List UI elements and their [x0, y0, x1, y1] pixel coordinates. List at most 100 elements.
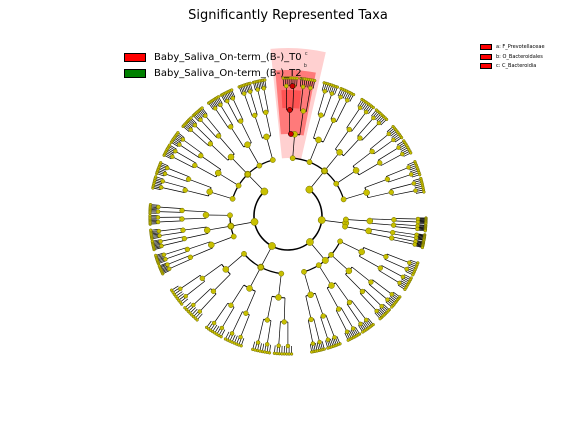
tree-node-396: [179, 216, 185, 222]
clade-key-swatch-b: [480, 54, 492, 60]
tree-node-423: [158, 185, 164, 190]
tree-node-87: [377, 160, 383, 166]
tree-node-188: [400, 274, 406, 280]
tree-node-296: [257, 264, 264, 271]
branch-152: [368, 232, 392, 239]
branch-59: [343, 137, 361, 156]
tree-node-476: [192, 122, 198, 128]
tree-node-320: [241, 250, 247, 257]
legend-swatch-t2: [124, 69, 146, 78]
branch-432: [200, 155, 221, 170]
tree-node-75: [352, 167, 360, 174]
branch-396: [247, 174, 265, 192]
branch-211: [335, 282, 350, 303]
tree-node-122: [317, 216, 326, 224]
tree-node-241: [344, 329, 350, 335]
branch-258: [283, 297, 286, 322]
tree-node-524: [247, 89, 253, 94]
tree-node-125: [366, 217, 374, 225]
tree-node-149: [365, 227, 372, 235]
branch-303: [225, 253, 245, 270]
branch-42: [336, 100, 348, 122]
tree-node-433: [185, 176, 192, 182]
branch-0: [309, 170, 325, 190]
tree-node-222: [315, 262, 322, 269]
tree-node-198: [328, 251, 334, 258]
tree-node-265: [310, 341, 316, 346]
tree-node-371: [203, 226, 211, 234]
tree-node-51: [336, 149, 343, 156]
tree-node-304: [229, 331, 235, 336]
tree-node-53: [357, 105, 363, 111]
tree-node-234: [361, 330, 365, 334]
clade-key-a: a: F_Prevotellaceae: [480, 44, 545, 50]
tree-node-319: [204, 325, 209, 330]
tree-node-82: [391, 137, 396, 143]
tree-node-200: [368, 279, 374, 285]
tree-node-259: [308, 316, 314, 323]
tree-node-443: [159, 161, 163, 165]
branch-88: [381, 153, 403, 166]
branch-117: [345, 219, 370, 222]
branch-466: [247, 144, 260, 166]
branch-420: [218, 172, 239, 186]
tree-node-452: [173, 148, 178, 154]
tree-node-177: [407, 260, 412, 265]
branch-176: [359, 255, 381, 269]
branch-210: [318, 265, 332, 286]
tree-node-295: [251, 347, 255, 352]
legend-label-t0: Baby_Saliva_On-term_(B-)_T0: [154, 52, 302, 63]
tree-node-77: [386, 131, 392, 137]
tree-node-297: [246, 285, 253, 292]
branch-135: [393, 226, 418, 230]
branch-421: [194, 165, 217, 178]
tree-node-309: [228, 302, 234, 308]
tree-node-505: [238, 118, 244, 124]
tree-node-354: [165, 262, 170, 267]
clade-highlight-a: [281, 90, 302, 109]
tree-node-225: [363, 317, 369, 323]
branch-362: [182, 226, 207, 231]
tree-node-493: [244, 141, 251, 148]
tree-node-280: [276, 343, 281, 348]
branch-251: [307, 319, 314, 344]
tree-node-254: [325, 337, 331, 342]
branch-438: [182, 139, 203, 154]
branch-368: [158, 227, 183, 232]
clade-key-swatch-c: [480, 63, 492, 69]
branch-164: [339, 241, 362, 253]
branch-316: [185, 281, 205, 297]
branch-245: [305, 295, 312, 320]
branch-77: [373, 139, 394, 155]
tree-node-112: [411, 181, 417, 186]
branch-433: [179, 144, 200, 159]
tree-node-360: [163, 256, 168, 262]
tree-node-470: [207, 141, 214, 147]
significant-node-2: [289, 83, 296, 89]
branch-1: [292, 134, 295, 159]
tree-node-270: [268, 242, 276, 250]
branch-489: [266, 136, 274, 161]
tree-node-370: [228, 223, 234, 229]
branch-282: [240, 314, 250, 338]
branch-47: [324, 152, 340, 172]
tree-node-420: [229, 195, 236, 202]
branch-298: [213, 303, 229, 324]
branch-100: [388, 174, 412, 183]
clade-letters: cb a: [300, 51, 308, 83]
tree-node-27: [315, 136, 322, 144]
branch-177: [381, 265, 404, 278]
tree-node-186: [411, 273, 415, 277]
tree-node-25: [313, 78, 317, 83]
branch-468: [214, 108, 229, 129]
tree-node-249: [332, 335, 337, 340]
tree-node-445: [214, 169, 222, 177]
tree-node-106: [408, 172, 414, 177]
tree-node-444: [235, 182, 242, 189]
tree-node-150: [390, 229, 396, 236]
tree-node-147: [423, 229, 427, 233]
branch-194: [368, 284, 388, 300]
tree-node-38: [335, 85, 340, 89]
cladogram-nodes: [148, 76, 428, 356]
